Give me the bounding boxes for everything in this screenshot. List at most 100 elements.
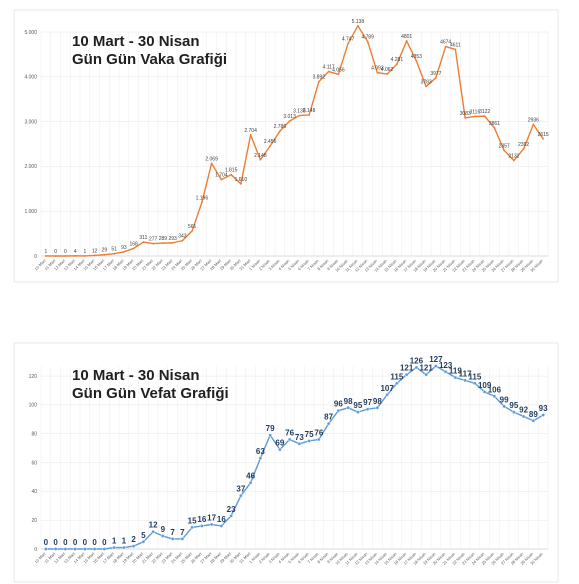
data-label: 1.704 xyxy=(215,173,228,179)
data-point xyxy=(405,40,408,42)
data-label: 109 xyxy=(478,381,492,390)
data-point xyxy=(493,126,496,129)
data-label: 73 xyxy=(295,433,304,442)
data-label: 4.093 xyxy=(371,66,384,72)
data-label: 96 xyxy=(334,400,343,409)
data-point xyxy=(482,390,487,394)
data-point xyxy=(132,247,135,250)
data-label: 3.135 xyxy=(293,109,306,115)
data-point xyxy=(219,524,224,528)
data-point xyxy=(64,255,67,257)
data-point xyxy=(122,250,125,253)
data-label: 1.815 xyxy=(225,168,238,174)
y-tick-label: 60 xyxy=(31,460,37,466)
data-point xyxy=(454,48,457,51)
data-label: 4.117 xyxy=(323,65,335,71)
data-point xyxy=(161,534,165,538)
data-point xyxy=(365,407,370,412)
data-point xyxy=(278,130,281,133)
data-point xyxy=(73,547,77,551)
data-point xyxy=(356,24,359,27)
data-point xyxy=(453,375,458,380)
data-point xyxy=(346,405,350,410)
data-point xyxy=(171,241,174,244)
data-point xyxy=(181,239,184,242)
data-label: 126 xyxy=(410,356,424,365)
data-point xyxy=(521,414,526,419)
data-label: 127 xyxy=(429,355,443,364)
data-label: 98 xyxy=(373,397,382,406)
data-point xyxy=(376,71,379,74)
data-label: 4.789 xyxy=(361,34,374,40)
series-line xyxy=(45,25,544,257)
data-label: 2 xyxy=(131,535,136,544)
grid xyxy=(40,31,549,257)
data-point xyxy=(200,201,203,204)
y-tick-label: 0 xyxy=(34,547,37,553)
data-label: 37 xyxy=(236,485,245,494)
data-label: 0 xyxy=(83,538,88,547)
data-point xyxy=(327,70,330,73)
data-label: 1 xyxy=(44,249,47,255)
data-point xyxy=(142,241,145,243)
data-label: 561 xyxy=(188,224,197,230)
data-point xyxy=(239,493,243,498)
data-label: 3.148 xyxy=(303,108,316,114)
data-point xyxy=(278,447,282,452)
data-label: 168 xyxy=(129,241,138,247)
data-label: 1 xyxy=(122,537,127,546)
data-point xyxy=(386,73,389,75)
data-point xyxy=(356,410,360,414)
data-point xyxy=(347,42,350,45)
data-label: 3122 xyxy=(479,109,490,115)
data-label: 3.013 xyxy=(283,114,296,120)
data-label: 3977 xyxy=(430,71,441,77)
data-point xyxy=(375,405,380,410)
data-point xyxy=(297,442,302,446)
y-tick-label: 5.000 xyxy=(24,30,37,36)
data-label: 89 xyxy=(529,410,538,419)
y-tick-label: 3.000 xyxy=(24,119,37,125)
data-label: 277 xyxy=(149,237,158,243)
chart-title: 10 Mart - 30 Nisan xyxy=(72,33,200,50)
data-label: 343 xyxy=(178,234,187,240)
data-point xyxy=(541,413,545,417)
data-point xyxy=(239,182,242,185)
y-tick-label: 80 xyxy=(31,432,37,438)
data-point xyxy=(404,372,409,377)
y-tick-label: 4.000 xyxy=(24,75,37,81)
data-label: 115 xyxy=(390,372,403,381)
data-point xyxy=(200,524,204,528)
data-point xyxy=(308,114,311,116)
data-point xyxy=(53,547,58,551)
data-label: 12 xyxy=(92,248,98,254)
y-tick-label: 2.000 xyxy=(24,164,37,170)
data-label: 0 xyxy=(53,538,58,547)
data-label: 2357 xyxy=(499,143,510,149)
data-label: 1.196 xyxy=(196,195,209,201)
data-label: 98 xyxy=(344,397,353,406)
data-label: 106 xyxy=(488,385,502,394)
data-label: 93 xyxy=(121,245,127,251)
data-label: 4 xyxy=(74,249,77,255)
chart-frame xyxy=(13,9,559,283)
data-label: 4.747 xyxy=(342,36,355,42)
data-label: 4.062 xyxy=(381,67,394,73)
data-label: 117 xyxy=(459,369,472,378)
data-label: 63 xyxy=(256,447,265,456)
data-label: 2.456 xyxy=(264,139,277,145)
data-label: 12 xyxy=(149,521,158,530)
data-label: 15 xyxy=(188,516,197,525)
data-point xyxy=(317,80,320,83)
data-label: 2615 xyxy=(538,132,549,138)
data-label: 4.281 xyxy=(391,57,404,63)
data-label: 119 xyxy=(449,367,462,376)
data-label: 29 xyxy=(102,248,108,254)
data-label: 121 xyxy=(419,364,433,373)
y-tick-label: 20 xyxy=(31,518,37,524)
data-point xyxy=(443,369,448,374)
data-point xyxy=(249,133,252,136)
data-point xyxy=(385,393,389,397)
data-point xyxy=(395,381,399,386)
